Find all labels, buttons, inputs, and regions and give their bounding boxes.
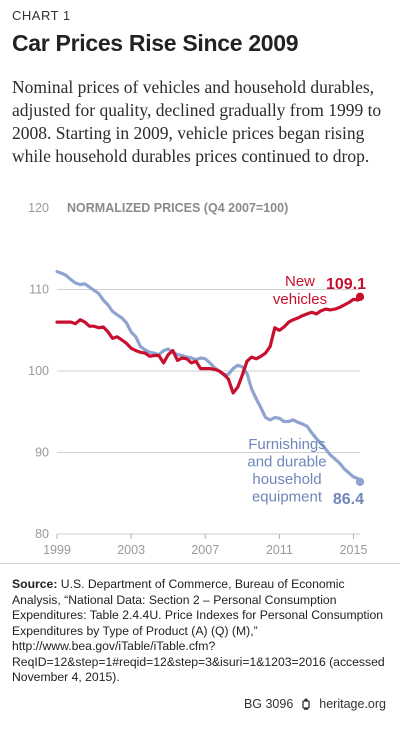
y-axis-ticks: 120 110 100 90 80 [28,201,49,541]
chart-number-label: CHART 1 [12,8,71,23]
lantern-icon [302,698,310,710]
series-label-furnishings: equipment [252,489,323,506]
series-label-furnishings: household [252,471,321,488]
footer: BG 3096 heritage.org [244,697,386,711]
x-tick-label: 2011 [266,543,293,557]
series-label-furnishings: Furnishings [248,436,326,453]
source-note: Source: U.S. Department of Commerce, Bur… [12,577,392,686]
x-tick-label: 2007 [191,543,219,557]
y-tick-label: 120 [28,201,49,215]
series-end-label: 86.4 [333,491,364,508]
line-chart: 120 110 100 90 80 1999 2003 2007 2011 2015 NORMA… [28,201,367,557]
page-title: Car Prices Rise Since 2009 [12,30,299,56]
x-tick-label: 1999 [43,543,71,557]
series-line [55,295,362,395]
source-label: Source: [12,577,58,591]
series-line [55,270,362,484]
series-label-new-vehicles: New [285,273,315,290]
series-label-furnishings: and durable [247,454,326,471]
y-tick-label: 80 [35,527,49,541]
site-link[interactable]: heritage.org [319,697,386,711]
divider [0,563,400,564]
x-tick-label: 2015 [340,543,368,557]
series-end-label: 109.1 [326,276,366,293]
series-end-marker [355,292,365,302]
chart-title: NORMALIZED PRICES (Q4 2007=100) [67,201,288,215]
y-tick-label: 110 [29,283,49,297]
series-lines [55,270,365,487]
y-tick-label: 100 [28,364,49,378]
x-tick-label: 2003 [117,543,145,557]
report-id: BG 3096 [243,697,294,711]
gridlines [57,289,360,535]
y-tick-label: 90 [35,446,49,460]
series-end-marker [355,477,365,487]
x-axis-ticks: 1999 2003 2007 2011 2015 [43,534,367,557]
page-subtitle: Nominal prices of vehicles and household… [12,77,382,166]
series-label-new-vehicles: vehicles [273,291,327,308]
source-text: U.S. Department of Commerce, Bureau of E… [12,577,385,684]
